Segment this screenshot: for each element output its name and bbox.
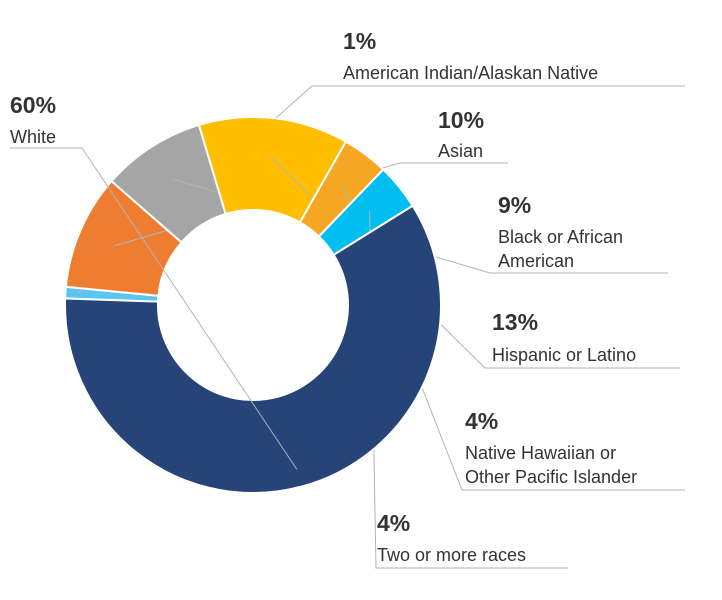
percent-label-black-or-african-american: 9% [498, 192, 531, 218]
leader-line-white [10, 147, 298, 470]
category-label-white: White [10, 127, 56, 147]
percent-label-two-or-more-races: 4% [377, 510, 410, 536]
percent-label-white: 60% [10, 92, 56, 118]
category-label-native-hawaiian-or-other-pacific-islander: Native Hawaiian or Other Pacific Islander [465, 443, 637, 487]
category-label-asian: Asian [438, 141, 483, 161]
percent-label-native-hawaiian-or-other-pacific-islander: 4% [465, 408, 498, 434]
category-label-black-or-african-american: Black or African American [498, 227, 623, 271]
category-label-american-indian-alaskan-native: American Indian/Alaskan Native [343, 63, 598, 83]
category-label-two-or-more-races: Two or more races [377, 545, 526, 565]
category-label-hispanic-or-latino: Hispanic or Latino [492, 345, 636, 365]
percent-label-asian: 10% [438, 107, 484, 133]
slice-white [64, 204, 442, 494]
percent-label-american-indian-alaskan-native: 1% [343, 28, 376, 54]
percent-label-hispanic-or-latino: 13% [492, 309, 538, 335]
